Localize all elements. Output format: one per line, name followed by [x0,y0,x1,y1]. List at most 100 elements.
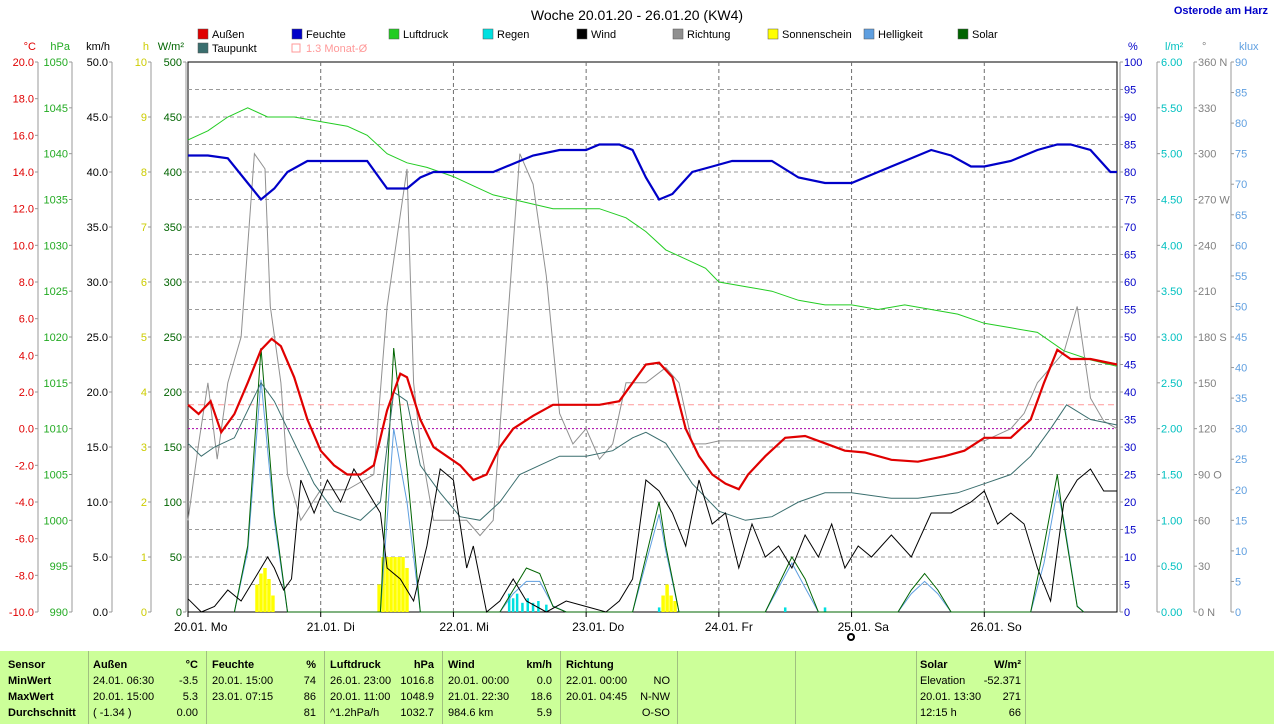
right-axes: %100959085807570656055504540353025201510… [1119,41,1259,619]
axis-tick-label: 3.50 [1161,286,1182,298]
legend-label: Taupunkt [212,43,257,55]
table-value: 271 [1002,691,1021,703]
axis-tick-label: 6 [141,277,147,289]
table-value: NO [653,675,671,687]
axis-unit: h [143,41,149,53]
axis-tick-label: -8.0 [15,570,34,582]
column-unit: km/h [526,659,552,671]
bar-regen [511,598,515,612]
axis-tick-label: 330 [1198,103,1216,115]
table-cell: 22.01. 00:00 [566,675,628,687]
bar-sonnenschein [255,584,259,612]
axis-tick-label: 45 [1124,360,1136,372]
left-axes: °C20.018.016.014.012.010.08.06.04.02.00.… [9,41,187,619]
axis-tick-label: 2.00 [1161,424,1182,436]
axis-tick-label: 30 [1198,561,1210,573]
bar-sonnenschein [385,557,389,612]
axis-tick-label: 80 [1235,118,1247,130]
axis-tick-label: 25 [1235,454,1247,466]
axis-tick-label: 25.0 [87,332,108,344]
x-tick-label: 22.01. Mi [439,620,488,634]
column-unit: W/m² [994,659,1021,671]
legend-swatch [957,28,969,40]
axis-tick-label: 1.00 [1161,515,1182,527]
legend-swatch [863,28,875,40]
table-divider [795,651,796,724]
bar-sonnenschein [673,601,677,612]
axis-tick-label: 4.00 [1161,240,1182,252]
axis-tick-label: 995 [50,561,68,573]
axis-tick-label: 1.50 [1161,470,1182,482]
axis-tick-label: 0 [176,607,182,619]
table-cell: 24.01. 06:30 [93,675,155,687]
axis-tick-label: 1020 [44,332,68,344]
axis-tick-label: 180 S [1198,332,1227,344]
bar-regen [515,593,519,612]
table-cell: 20.01. 15:00 [212,675,274,687]
column-header: Wind [448,659,475,671]
x-tick-label: 24.01. Fr [705,620,753,634]
table-value: -52.371 [983,675,1021,687]
axis-tick-label: 2.50 [1161,378,1182,390]
axis-tick-label: 75 [1235,149,1247,161]
bar-regen [545,604,548,612]
axis-tick-label: 0.0 [93,607,108,619]
axis-tick-label: -6.0 [15,534,34,546]
axis-tick-label: 30 [1124,442,1136,454]
table-cell: ^1.2hPa/h [330,707,380,719]
column-header: Feuchte [212,659,255,671]
axis-tick-label: 9 [141,112,147,124]
axis-tick-label: 15 [1235,515,1247,527]
axis-tick-label: 0 [1124,607,1130,619]
bar-regen [531,602,535,612]
bar-sonnenschein [665,584,669,612]
axis-tick-label: 100 [164,497,182,509]
bar-sonnenschein [381,557,385,612]
axis-tick-label: 3 [141,442,147,454]
axis-tick-label: 90 [1124,112,1136,124]
bar-sonnenschein [259,573,263,612]
series-line-richtung [187,152,1118,537]
axis-tick-label: 50 [1235,301,1247,313]
legend-label: Sonnenschein [782,29,852,41]
legend-swatch [767,28,779,40]
axis-tick-label: 65 [1235,210,1247,222]
axis-tick-label: 10 [135,57,147,69]
axis-tick-label: -4.0 [15,497,34,509]
table-cell: 21.01. 22:30 [448,691,510,703]
axis-tick-label: 300 [1198,149,1216,161]
axis-tick-label: 14.0 [13,167,34,179]
axis-tick-label: 95 [1124,85,1136,97]
bar-sonnenschein [393,557,397,612]
axis-tick-label: 0.00 [1161,607,1182,619]
row-label: Sensor [8,659,46,671]
table-divider [1025,651,1026,724]
row-label: Durchschnitt [8,707,76,719]
axis-tick-label: 35 [1124,415,1136,427]
axis-tick-label: 16.0 [13,130,34,142]
axis-tick-label: 200 [164,387,182,399]
table-cell: Elevation [920,675,966,687]
series-line-au-en [187,337,1118,491]
legend: Außen Taupunkt Feuchte 1.3 Monat-Ø Luftdruck… [197,28,998,55]
x-tick-label: 25.01. Sa [838,620,890,634]
legend-swatch [388,28,400,40]
series-line-feuchte [188,143,1117,202]
axis-tick-label: 4.50 [1161,195,1182,207]
column-unit: hPa [413,659,434,671]
legend-swatch [197,28,209,40]
axis-tick-label: 10 [1235,546,1247,558]
axis-tick-label: 1015 [44,378,68,390]
axis-tick-label: -10.0 [9,607,34,619]
axis-unit: hPa [50,41,70,53]
table-value: 5.3 [182,691,198,703]
axis-tick-label: 75 [1124,195,1136,207]
x-tick-label: 21.01. Di [307,620,355,634]
series-line-taupunkt [187,381,1118,521]
table-cell: 12:15 h [920,707,957,719]
series-line-solar [233,347,1085,613]
axis-tick-label: 20.0 [87,387,108,399]
bar-regen [526,598,529,612]
axis-tick-label: 12.0 [13,204,34,216]
axis-tick-label: 60 [1124,277,1136,289]
